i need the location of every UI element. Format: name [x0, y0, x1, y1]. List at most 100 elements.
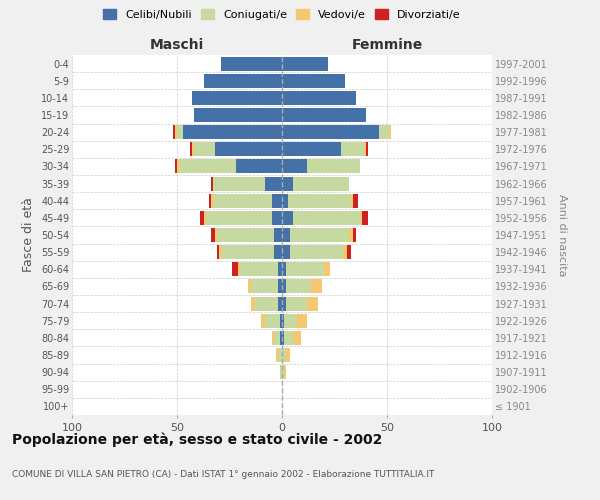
- Bar: [184, 125, 282, 139]
- Bar: [282, 296, 286, 310]
- Bar: [212, 176, 265, 190]
- Bar: [351, 194, 353, 207]
- Bar: [282, 348, 286, 362]
- Bar: [278, 262, 282, 276]
- Bar: [282, 56, 328, 70]
- Bar: [282, 314, 284, 328]
- Bar: [238, 262, 240, 276]
- Bar: [282, 365, 284, 379]
- Bar: [271, 211, 282, 225]
- Bar: [347, 245, 352, 259]
- Bar: [173, 125, 175, 139]
- Bar: [282, 176, 293, 190]
- Bar: [282, 262, 286, 276]
- Bar: [282, 160, 307, 173]
- Bar: [324, 262, 331, 276]
- Bar: [232, 262, 238, 276]
- Bar: [215, 142, 282, 156]
- Bar: [282, 142, 341, 156]
- Bar: [261, 314, 265, 328]
- Bar: [364, 142, 366, 156]
- Bar: [236, 160, 282, 173]
- Y-axis label: Anni di nascita: Anni di nascita: [557, 194, 567, 276]
- Bar: [282, 194, 289, 207]
- Bar: [349, 228, 353, 242]
- Bar: [177, 160, 179, 173]
- Bar: [276, 348, 278, 362]
- Bar: [194, 142, 215, 156]
- Bar: [293, 176, 349, 190]
- Bar: [209, 194, 211, 207]
- Bar: [286, 348, 290, 362]
- Bar: [215, 228, 217, 242]
- Text: COMUNE DI VILLA SAN PIETRO (CA) - Dati ISTAT 1° gennaio 2002 - Elaborazione TUTT: COMUNE DI VILLA SAN PIETRO (CA) - Dati I…: [12, 470, 434, 479]
- Bar: [271, 331, 274, 345]
- Bar: [251, 280, 278, 293]
- Bar: [219, 245, 221, 259]
- Bar: [192, 91, 282, 105]
- Legend: Celibi/Nubili, Coniugati/e, Vedovi/e, Divorziati/e: Celibi/Nubili, Coniugati/e, Vedovi/e, Di…: [100, 6, 464, 23]
- Bar: [265, 176, 282, 190]
- Bar: [282, 108, 366, 122]
- Bar: [286, 262, 324, 276]
- Y-axis label: Fasce di età: Fasce di età: [22, 198, 35, 272]
- Bar: [290, 228, 349, 242]
- Bar: [280, 314, 282, 328]
- Bar: [282, 228, 290, 242]
- Bar: [175, 160, 177, 173]
- Bar: [255, 296, 278, 310]
- Bar: [311, 280, 322, 293]
- Bar: [265, 314, 280, 328]
- Bar: [286, 280, 311, 293]
- Bar: [284, 331, 293, 345]
- Bar: [278, 348, 282, 362]
- Bar: [282, 280, 286, 293]
- Bar: [282, 331, 284, 345]
- Bar: [289, 194, 352, 207]
- Bar: [293, 331, 301, 345]
- Bar: [274, 228, 282, 242]
- Bar: [353, 194, 358, 207]
- Bar: [284, 314, 297, 328]
- Bar: [179, 160, 236, 173]
- Bar: [343, 245, 347, 259]
- Bar: [251, 296, 254, 310]
- Bar: [379, 125, 389, 139]
- Bar: [307, 296, 318, 310]
- Bar: [293, 211, 360, 225]
- Bar: [217, 245, 219, 259]
- Bar: [177, 125, 184, 139]
- Bar: [280, 331, 282, 345]
- Bar: [366, 142, 368, 156]
- Text: Popolazione per età, sesso e stato civile - 2002: Popolazione per età, sesso e stato civil…: [12, 432, 382, 447]
- Bar: [274, 245, 282, 259]
- Bar: [286, 296, 307, 310]
- Bar: [282, 211, 293, 225]
- Bar: [284, 365, 286, 379]
- Text: Femmine: Femmine: [352, 38, 422, 52]
- Bar: [290, 245, 343, 259]
- Bar: [221, 245, 274, 259]
- Bar: [240, 262, 278, 276]
- Bar: [204, 211, 206, 225]
- Bar: [217, 228, 274, 242]
- Bar: [248, 280, 251, 293]
- Bar: [282, 125, 379, 139]
- Bar: [389, 125, 391, 139]
- Bar: [360, 211, 362, 225]
- Bar: [296, 314, 307, 328]
- Bar: [278, 280, 282, 293]
- Bar: [211, 176, 213, 190]
- Bar: [192, 142, 194, 156]
- Bar: [175, 125, 177, 139]
- Bar: [280, 365, 282, 379]
- Bar: [341, 142, 364, 156]
- Bar: [194, 108, 282, 122]
- Text: Maschi: Maschi: [150, 38, 204, 52]
- Bar: [362, 211, 368, 225]
- Bar: [190, 142, 192, 156]
- Bar: [211, 228, 215, 242]
- Bar: [204, 74, 282, 88]
- Bar: [200, 211, 204, 225]
- Bar: [213, 194, 271, 207]
